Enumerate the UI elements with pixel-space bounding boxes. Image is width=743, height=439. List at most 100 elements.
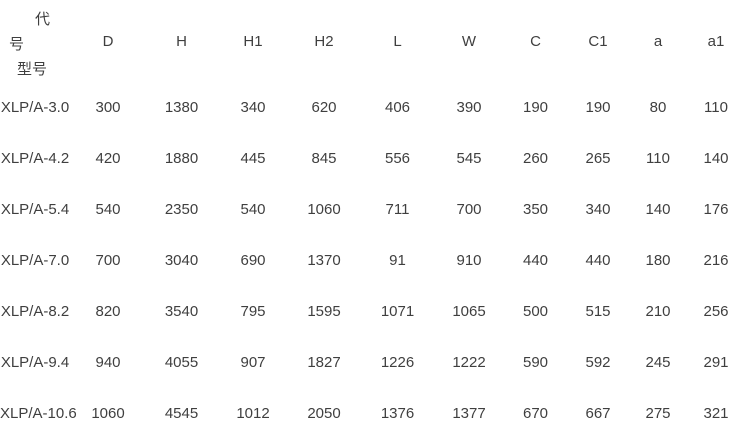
model-cell: XLP/A-​7.0 [0, 252, 70, 269]
cell-H1: 907 [240, 354, 266, 371]
table-row: XLP/A-​7.0 700 3040 690 1370 91 910 440 440 180 21… [0, 235, 743, 286]
cell-H2: 845 [311, 150, 337, 167]
cell-H1: 540 [240, 201, 266, 218]
cell-a: 245 [645, 354, 671, 371]
cell-a: 140 [645, 201, 671, 218]
cell-H1: 1012 [236, 405, 270, 422]
table-body: XLP/A-​3.0 300 1380 340 620 406 390 190 190 80 110… [0, 82, 743, 439]
cell-H: 4055 [164, 354, 199, 371]
cell-a: 180 [645, 252, 671, 269]
cell-L: 1226 [380, 354, 415, 371]
model-cell: XLP/A-​8.2 [0, 303, 70, 320]
cell-a: 275 [645, 405, 671, 422]
cell-a: 210 [645, 303, 671, 320]
cell-W: 545 [456, 150, 482, 167]
column-header-C1: C1 [588, 32, 608, 50]
cell-H: 4545 [164, 405, 199, 422]
cell-C: 500 [522, 303, 549, 320]
model-cell: XLP/A-​9.4 [0, 354, 70, 371]
cell-C: 440 [522, 252, 549, 269]
cell-C1: 340 [585, 201, 611, 218]
cell-H2: 1060 [307, 201, 341, 218]
cell-W: 1222 [452, 354, 486, 371]
cell-a: 110 [646, 150, 670, 167]
cell-W: 910 [456, 252, 482, 269]
model-cell: XLP/A-​10.6 [0, 405, 77, 422]
cell-D: 940 [95, 354, 121, 371]
cell-H: 3540 [164, 303, 199, 320]
table-row: XLP/A-​3.0 300 1380 340 620 406 390 190 190 80 110 [0, 82, 743, 133]
cell-C1: 265 [585, 150, 611, 167]
cell-a1: 140 [703, 150, 729, 167]
cell-H2: 1827 [307, 354, 341, 371]
cell-H: 3040 [164, 252, 199, 269]
corner-model-label: 型号 [17, 61, 48, 78]
cell-C: 190 [522, 99, 549, 116]
cell-a: 80 [649, 99, 667, 116]
corner-code-char: 代 [35, 11, 51, 28]
cell-C: 670 [522, 405, 549, 422]
table-row: XLP/A-​4.2 420 1880 445 845 556 545 260 265 110 14… [0, 133, 743, 184]
cell-H2: 1370 [307, 252, 341, 269]
table-row: XLP/A-​8.2 820 3540 795 1595 1071 1065 500 515 21… [0, 286, 743, 337]
cell-H1: 445 [240, 150, 266, 167]
table-row: XLP/A-​10.6 1060 4545 1012 2050 1376 1377 670 66… [0, 388, 743, 439]
model-cell: XLP/A-​5.4 [0, 201, 70, 218]
cell-a1: 256 [703, 303, 729, 320]
cell-a1: 216 [703, 252, 729, 269]
cell-H: 1880 [164, 150, 199, 167]
column-header-C: C [530, 32, 541, 50]
cell-L: 556 [384, 150, 411, 167]
cell-H1: 340 [240, 99, 266, 116]
cell-a1: 291 [703, 354, 729, 371]
cell-H: 1380 [164, 99, 199, 116]
cell-C: 350 [522, 201, 549, 218]
cell-C1: 190 [585, 99, 611, 116]
table-row: XLP/A-​9.4 940 4055 907 1827 1226 1222 590 592 24… [0, 337, 743, 388]
cell-D: 540 [95, 201, 121, 218]
cell-H2: 620 [311, 99, 337, 116]
cell-a1: 176 [703, 201, 729, 218]
cell-a1: 321 [703, 405, 729, 422]
cell-L: 406 [384, 99, 411, 116]
cell-H: 2350 [164, 201, 199, 218]
cell-D: 300 [95, 99, 121, 116]
cell-W: 390 [456, 99, 482, 116]
column-header-L: L [393, 32, 402, 50]
cell-L: 1071 [380, 303, 415, 320]
header-row: 型号 代号 D H H1 H2 L W C C1 a a1 [0, 0, 743, 82]
column-header-H1: H1 [243, 32, 263, 50]
cell-C1: 440 [585, 252, 611, 269]
cell-W: 1065 [452, 303, 486, 320]
cell-H2: 1595 [307, 303, 341, 320]
cell-L: 1376 [380, 405, 415, 422]
model-cell: XLP/A-​3.0 [0, 99, 70, 116]
cell-C1: 667 [585, 405, 611, 422]
cell-L: 711 [385, 201, 410, 218]
cell-C1: 592 [585, 354, 611, 371]
cell-C1: 515 [585, 303, 611, 320]
cell-W: 1377 [452, 405, 486, 422]
table-row: XLP/A-​5.4 540 2350 540 1060 711 700 350 340 140 1… [0, 184, 743, 235]
cell-H1: 690 [240, 252, 266, 269]
cell-C: 590 [522, 354, 549, 371]
column-header-a: a [653, 32, 663, 50]
cell-L: 91 [389, 252, 406, 269]
cell-H2: 2050 [307, 405, 341, 422]
corner-header: 型号 代号 [0, 0, 70, 82]
cell-H1: 795 [240, 303, 266, 320]
model-cell: XLP/A-​4.2 [0, 150, 70, 167]
cell-C: 260 [522, 150, 549, 167]
column-header-D: D [102, 32, 114, 50]
column-header-H: H [176, 32, 187, 50]
cell-D: 420 [95, 150, 121, 167]
column-header-H2: H2 [314, 32, 334, 50]
cell-D: 820 [95, 303, 121, 320]
cell-D: 1060 [91, 405, 125, 422]
cell-a1: 110 [704, 99, 728, 116]
corner-code-char: 号 [9, 36, 25, 53]
column-header-W: W [461, 32, 477, 50]
cell-D: 700 [95, 252, 121, 269]
